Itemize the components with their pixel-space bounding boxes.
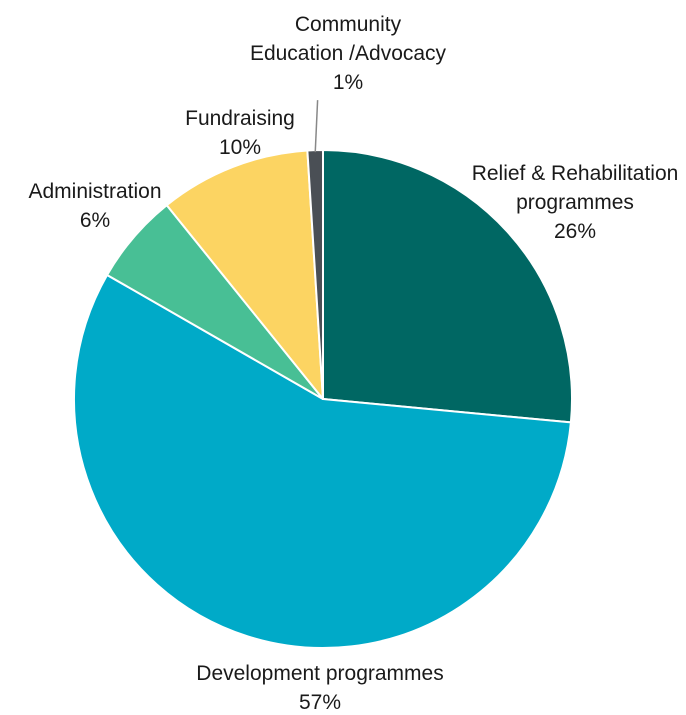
pie-slice-1 — [73, 273, 572, 649]
slice-value-label: 10% — [219, 136, 261, 159]
pie-slices — [73, 149, 573, 649]
pie-slice-0 — [322, 149, 573, 424]
slice-category-label: Relief & Rehabilitation — [472, 162, 679, 185]
slice-value-label: 57% — [299, 691, 341, 714]
slice-label-3: Fundraising 10% — [185, 107, 295, 159]
slice-labels: Relief & Rehabilitation programmes 26% Deve… — [28, 13, 678, 714]
slice-category-label: Community — [295, 13, 402, 36]
slice-category-label: Fundraising — [185, 107, 295, 130]
slice-label-4: Community Education /Advocacy 1% — [250, 13, 447, 94]
slice-value-label: 26% — [554, 220, 596, 243]
pie-slice-3 — [165, 149, 324, 400]
slice-value-label: 6% — [80, 209, 110, 232]
slice-category-label: Administration — [28, 180, 161, 203]
slice-category-label: Education /Advocacy — [250, 42, 447, 65]
slice-value-label: 1% — [333, 71, 363, 94]
leader-line-4 — [314, 100, 319, 153]
slice-label-2: Administration 6% — [28, 180, 161, 232]
leader-lines — [314, 100, 319, 153]
slice-label-1: Development programmes 57% — [196, 662, 443, 714]
slice-category-label: Development programmes — [196, 662, 443, 685]
slice-category-label: programmes — [516, 191, 634, 214]
slice-label-0: Relief & Rehabilitation programmes 26% — [472, 162, 679, 243]
